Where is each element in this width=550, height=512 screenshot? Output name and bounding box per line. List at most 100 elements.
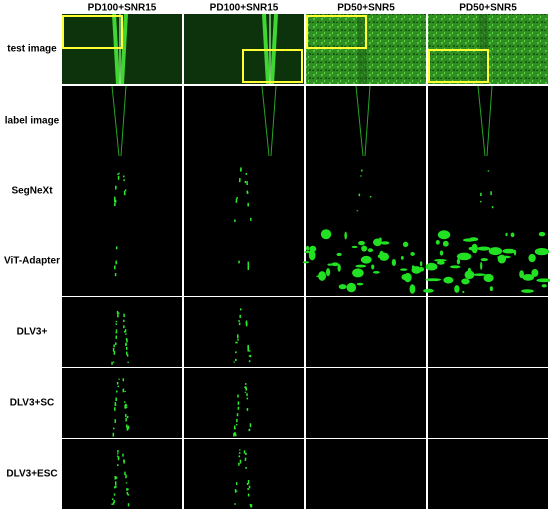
speck	[246, 482, 249, 485]
speck	[115, 485, 117, 488]
speck	[114, 407, 116, 411]
speck	[112, 361, 115, 363]
blob	[411, 266, 422, 274]
speck	[127, 503, 130, 507]
blob	[462, 290, 465, 294]
speck	[238, 320, 240, 322]
speck	[247, 266, 250, 271]
speck	[245, 452, 247, 455]
blob	[528, 253, 536, 263]
image-cell	[184, 368, 304, 438]
speck	[118, 172, 120, 175]
speck	[115, 342, 117, 346]
image-cell	[184, 156, 304, 226]
blob	[337, 264, 341, 272]
speck	[243, 450, 246, 454]
blob	[402, 241, 409, 248]
speck	[249, 423, 252, 428]
speck	[123, 319, 125, 322]
speck	[115, 397, 117, 402]
blob	[436, 260, 445, 265]
speck	[116, 381, 119, 385]
image-cell	[184, 86, 304, 156]
speck	[237, 406, 240, 410]
speck	[114, 196, 116, 200]
blob	[449, 265, 461, 269]
speck	[245, 320, 248, 324]
speck	[245, 383, 247, 385]
blob	[331, 262, 339, 267]
speck	[358, 193, 361, 197]
blob	[403, 272, 412, 283]
speck	[114, 403, 117, 406]
highlight-box	[62, 15, 123, 49]
blob	[336, 252, 342, 257]
column-header: PD50+SNR5	[337, 3, 395, 14]
speck	[238, 462, 240, 466]
speck	[247, 263, 250, 268]
speck	[250, 217, 252, 221]
speck	[237, 401, 240, 405]
speck	[247, 348, 249, 352]
speck	[125, 346, 128, 350]
speck	[117, 450, 119, 453]
blob	[468, 246, 474, 251]
blob	[437, 230, 451, 240]
speck	[122, 453, 124, 457]
blob	[425, 262, 438, 271]
blob	[380, 241, 390, 245]
speck	[240, 167, 242, 171]
blob	[454, 285, 460, 293]
speck	[480, 200, 482, 203]
speck	[356, 210, 359, 212]
blob	[439, 250, 444, 256]
speck	[235, 423, 238, 426]
speck	[235, 341, 237, 344]
speck	[118, 378, 120, 380]
speck	[123, 313, 125, 318]
speck	[248, 485, 251, 489]
speck	[238, 455, 241, 458]
speck	[247, 488, 249, 490]
speck	[117, 456, 120, 461]
speck	[487, 170, 490, 172]
streak	[364, 85, 371, 157]
speck	[245, 323, 248, 326]
speck	[239, 449, 241, 451]
speck	[236, 413, 239, 417]
speck	[116, 453, 119, 455]
speck	[239, 178, 241, 182]
speck	[234, 489, 237, 493]
speck	[238, 322, 241, 326]
blob	[338, 284, 347, 290]
blob	[400, 268, 408, 271]
speck	[238, 260, 240, 264]
speck	[123, 179, 125, 182]
blob	[464, 270, 475, 280]
blob	[306, 245, 310, 251]
streak	[261, 85, 270, 157]
blob	[489, 286, 493, 292]
speck	[125, 474, 127, 479]
speck	[126, 354, 129, 357]
speck	[111, 498, 114, 500]
speck	[235, 358, 237, 362]
speck	[126, 427, 129, 431]
blob	[379, 250, 385, 261]
speck	[115, 476, 117, 480]
speck	[238, 180, 241, 183]
speck	[236, 197, 238, 200]
speck	[248, 428, 251, 431]
row-label: DLV3+ESC	[6, 469, 57, 480]
streak	[120, 13, 128, 85]
row-label: test image	[7, 44, 57, 55]
row-label: label image	[5, 116, 60, 127]
speck	[246, 191, 249, 194]
speck	[237, 338, 239, 341]
speck	[111, 503, 113, 505]
blob	[505, 232, 508, 237]
blob	[304, 250, 313, 254]
speck	[246, 408, 249, 411]
speck	[113, 499, 115, 504]
speck	[117, 173, 119, 175]
